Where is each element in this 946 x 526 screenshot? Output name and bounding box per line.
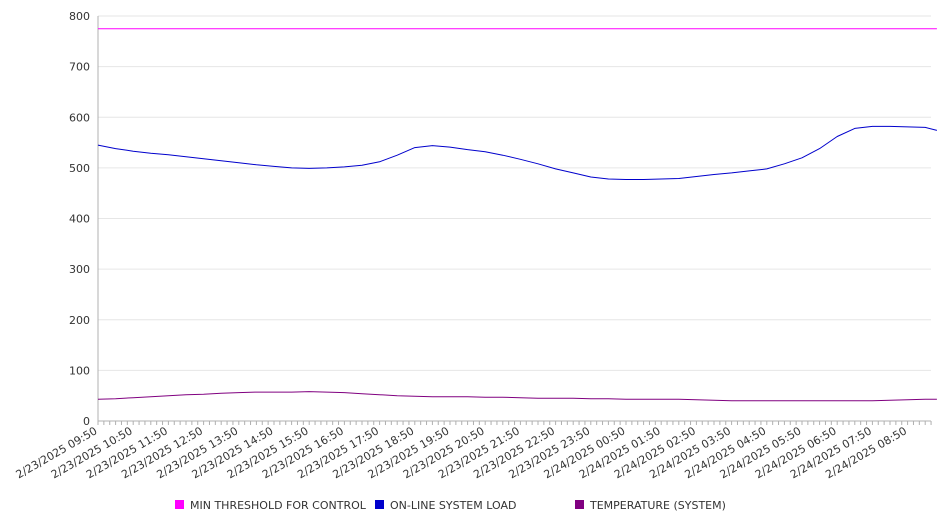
legend-swatch [575, 500, 584, 509]
y-tick-label: 100 [69, 364, 90, 377]
gridlines [98, 15, 931, 371]
y-tick-label: 300 [69, 263, 90, 276]
y-tick-label: 500 [69, 162, 90, 175]
y-tick-label: 400 [69, 213, 90, 226]
y-tick-label: 800 [69, 10, 90, 23]
legend-label: MIN THRESHOLD FOR CONTROL [190, 499, 367, 512]
y-tick-label: 0 [83, 415, 90, 428]
legend-label: TEMPERATURE (SYSTEM) [589, 499, 726, 512]
axes [97, 16, 932, 425]
series-line-on-line-system-load [97, 125, 938, 180]
legend-label: ON-LINE SYSTEM LOAD [390, 499, 516, 512]
series-lines [97, 28, 938, 402]
y-axis-tick-labels: 0 100 200 300 400 500 600 700 800 [69, 10, 90, 428]
legend-swatch [375, 500, 384, 509]
y-tick-label: 700 [69, 61, 90, 74]
y-tick-label: 600 [69, 111, 90, 124]
x-axis-tick-labels: 2/23/2025 09:502/23/2025 10:502/23/2025 … [14, 424, 909, 481]
y-tick-label: 200 [69, 314, 90, 327]
legend-swatch [175, 500, 184, 509]
legend: MIN THRESHOLD FOR CONTROL ON-LINE SYSTEM … [175, 499, 726, 512]
series-line-temperature-system [97, 391, 937, 402]
